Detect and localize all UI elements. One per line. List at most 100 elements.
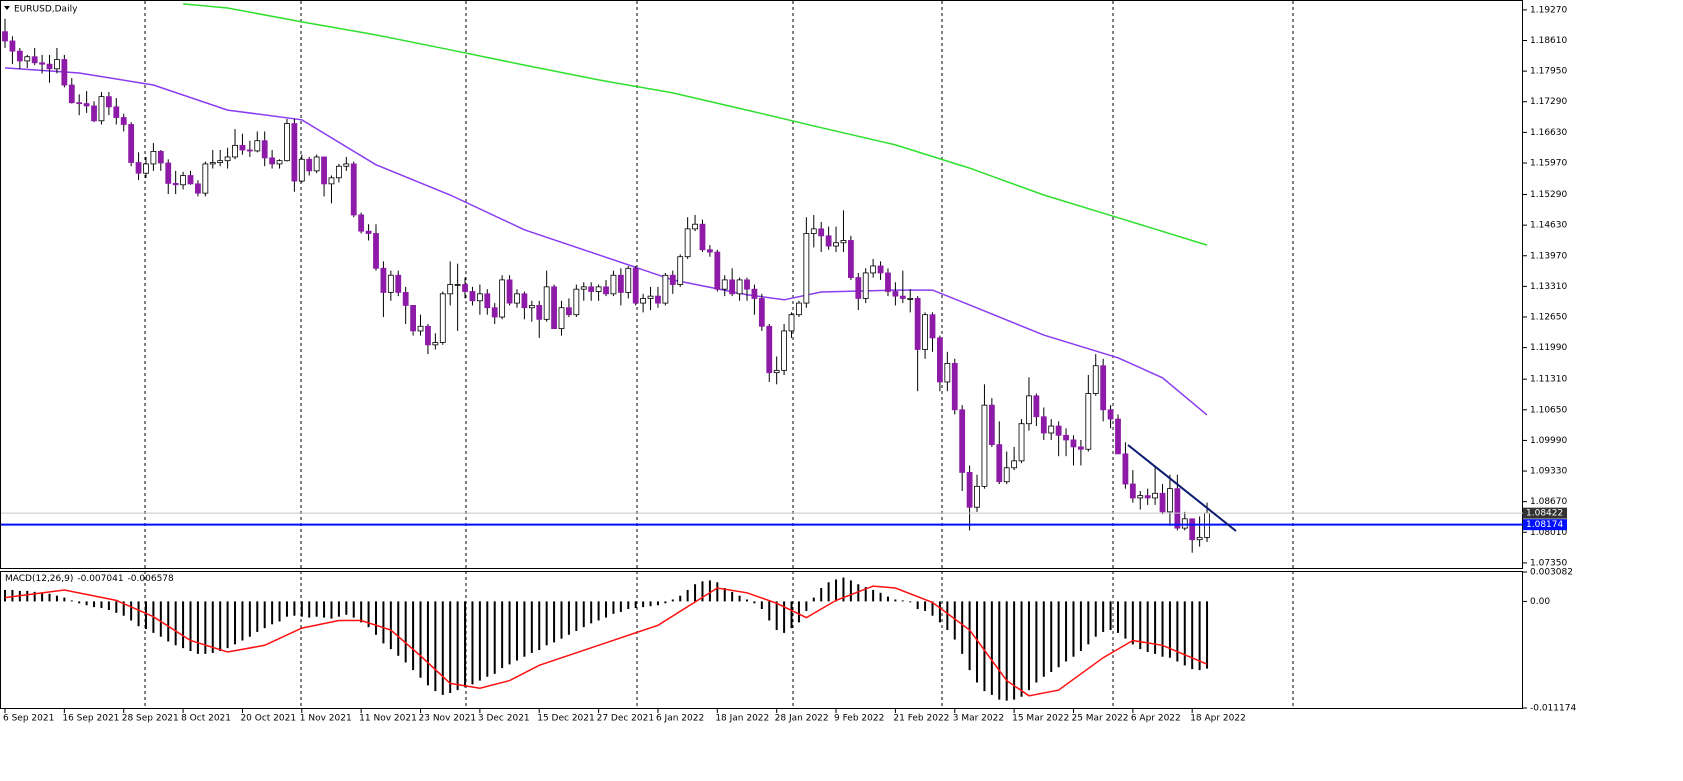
candle-body (662, 274, 669, 304)
price-tag-label: 1.08422 (1526, 509, 1563, 519)
candle-body (692, 223, 698, 230)
symbol-menu-icon[interactable] (4, 6, 10, 10)
candle-body (83, 103, 90, 107)
period-separators (144, 1, 1294, 708)
candle-body (536, 305, 543, 320)
candle-body (810, 228, 817, 234)
x-tick-label: 6 Sep 2021 (3, 714, 54, 724)
candle-body (773, 369, 780, 374)
candle-body (885, 272, 891, 292)
candle-body (907, 298, 914, 300)
y-tick-label: 1.07350 (1530, 558, 1567, 568)
price-tag (1523, 519, 1567, 531)
candle-body (625, 267, 632, 293)
candle-body (1159, 492, 1166, 513)
candle-body (1026, 395, 1032, 425)
candle-body (1152, 492, 1158, 499)
candle-body (899, 295, 906, 299)
x-tick-label: 9 Feb 2022 (834, 714, 884, 724)
candle-body (358, 214, 365, 232)
candle-body (187, 175, 194, 185)
candle-body (113, 106, 120, 118)
candle-body (818, 228, 825, 237)
candle-body (877, 265, 884, 274)
candle-body (566, 307, 572, 316)
candle-body (417, 325, 424, 332)
candle-body (922, 314, 928, 350)
candle-body (647, 295, 654, 299)
candle-body (937, 337, 943, 383)
candle-body (603, 286, 609, 295)
window-title: EURUSD,Daily (14, 5, 78, 15)
candle-body (714, 251, 721, 290)
trend-line (1127, 444, 1237, 532)
candle-body (16, 50, 23, 62)
candle-body (209, 162, 216, 165)
candle-body (684, 228, 691, 258)
moving-average (4, 67, 1208, 416)
candle-body (254, 140, 261, 152)
y-tick-label: 1.17950 (1530, 67, 1567, 77)
x-tick-label: 18 Jan 2022 (715, 714, 769, 724)
macd-panel (0, 571, 1523, 709)
candle-body (669, 274, 676, 285)
x-tick-label: 23 Nov 2021 (419, 714, 477, 724)
price-panel (0, 0, 1523, 569)
x-tick-label: 28 Jan 2022 (775, 714, 829, 724)
price-tag-label: 1.08174 (1526, 520, 1563, 530)
candle-body (617, 274, 624, 293)
candle-body (506, 279, 513, 304)
candle-body (39, 62, 45, 65)
candle-body (929, 314, 936, 339)
price-tag (1523, 507, 1567, 519)
candle-body (1040, 416, 1047, 434)
candle-body (284, 123, 290, 162)
x-tick-label: 15 Mar 2022 (1012, 714, 1069, 724)
candle-body (840, 240, 847, 244)
candle-body (9, 40, 16, 52)
candle-body (914, 298, 921, 350)
candle-body (751, 288, 758, 299)
candle-body (61, 59, 68, 86)
candle-body (847, 240, 854, 278)
candle-body (1033, 395, 1040, 418)
y-tick-label: 1.13970 (1530, 251, 1567, 261)
candle-body (1048, 425, 1055, 434)
x-tick-label: 15 Dec 2021 (537, 714, 595, 724)
candle-body (1144, 495, 1151, 499)
candle-body (24, 56, 31, 62)
moving-average (183, 3, 1208, 246)
candle-body (951, 363, 958, 411)
x-tick-label: 27 Dec 2021 (597, 714, 655, 724)
candle-body (825, 235, 832, 247)
candle-body (632, 267, 639, 304)
candle-body (499, 279, 506, 318)
candle-body (528, 305, 535, 309)
candle-body (580, 286, 587, 290)
candle-body (439, 293, 446, 343)
x-tick-label: 28 Sep 2021 (122, 714, 179, 724)
candle-body (484, 293, 491, 309)
candle-body (143, 163, 149, 174)
x-tick-label: 21 Feb 2022 (893, 714, 949, 724)
candle-body (1092, 365, 1099, 394)
y-tick-label: 1.19270 (1530, 5, 1567, 15)
candle-body (707, 249, 713, 253)
x-tick-label: 11 Nov 2021 (359, 714, 417, 724)
candle-body (476, 293, 483, 302)
y-tick-label: 0.003082 (1530, 568, 1573, 578)
candle-body (469, 291, 476, 302)
candle-body (744, 279, 750, 290)
candle-body (543, 286, 550, 320)
candle-body (981, 404, 988, 487)
candle-body (128, 124, 135, 163)
candle-body (306, 158, 313, 172)
candle-body (291, 123, 298, 182)
candle-body (150, 150, 157, 165)
x-tick-label: 3 Mar 2022 (953, 714, 1004, 724)
y-tick-label: 1.08670 (1530, 497, 1567, 507)
candle-body (558, 307, 565, 330)
candle-body (462, 284, 468, 292)
y-tick-label: 1.10650 (1530, 405, 1567, 415)
candle-body (595, 286, 602, 292)
